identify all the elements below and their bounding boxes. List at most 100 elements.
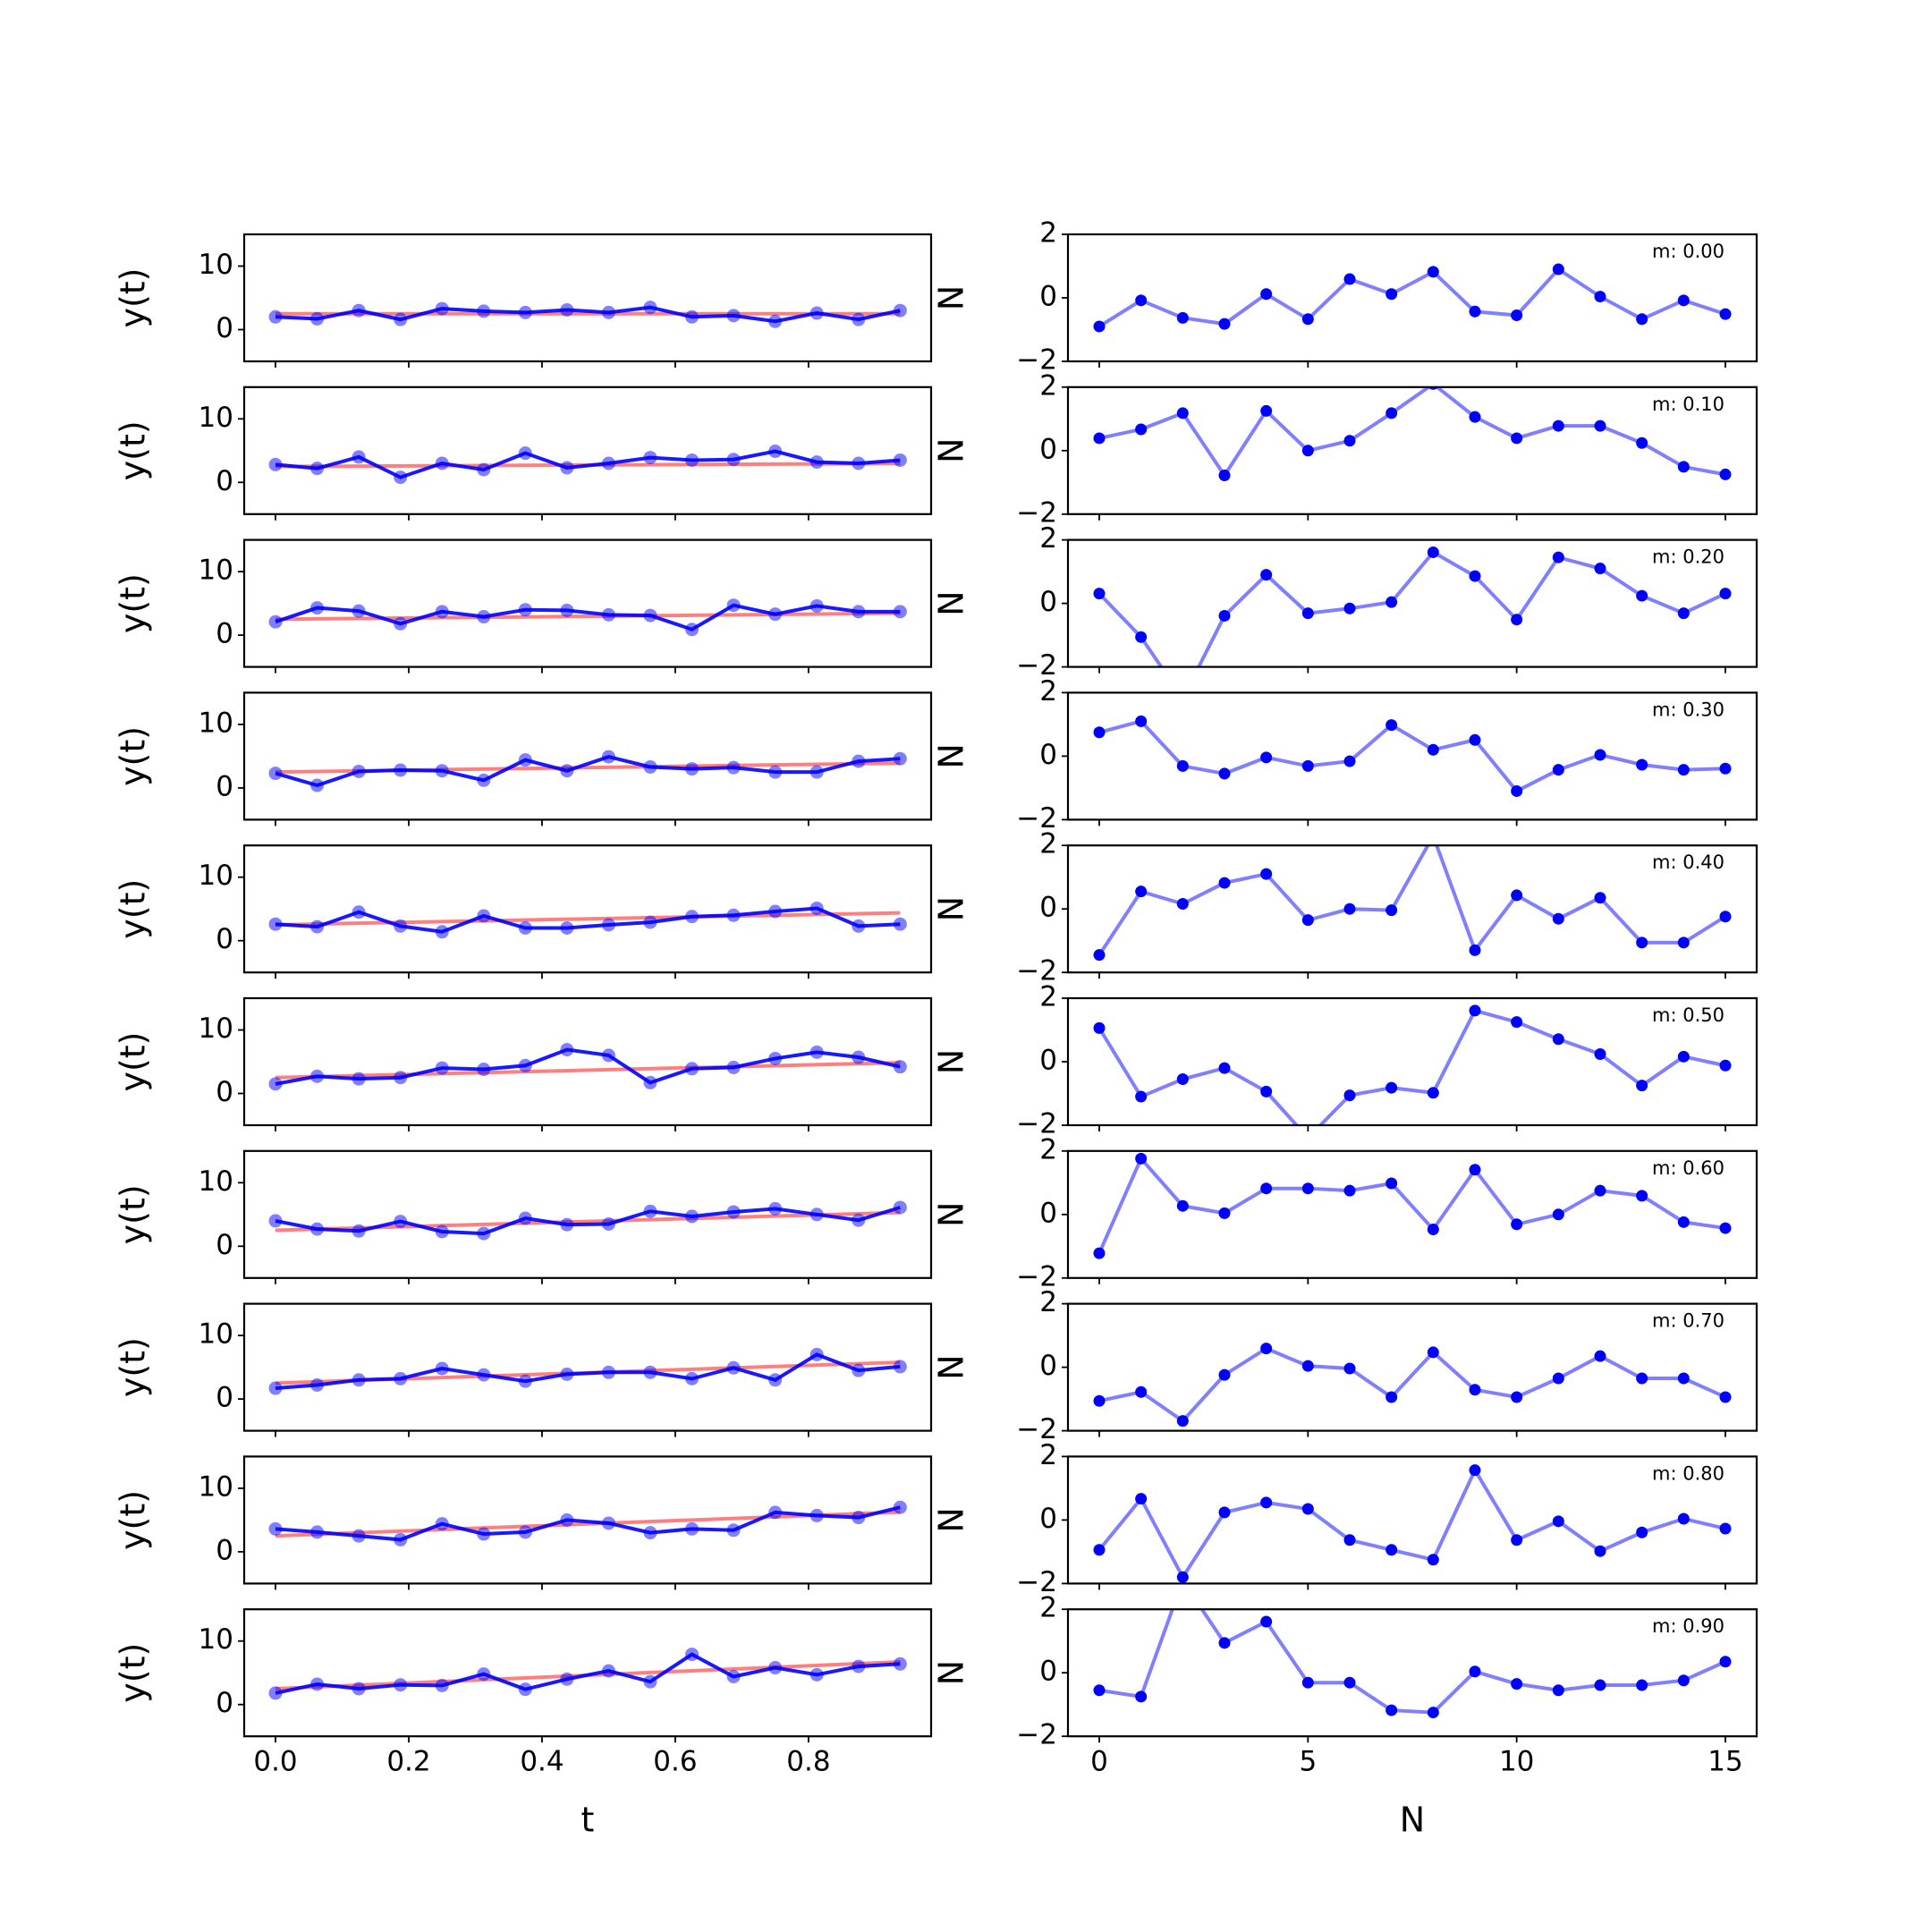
series-line — [275, 603, 901, 631]
point — [1552, 551, 1564, 564]
point — [1469, 411, 1481, 423]
series-line — [275, 305, 901, 324]
point — [310, 601, 325, 615]
point — [1093, 1544, 1106, 1556]
point — [893, 605, 907, 619]
point — [1135, 294, 1148, 307]
point — [893, 751, 907, 766]
annotation: m: 0.90 — [1652, 1615, 1724, 1637]
point — [1093, 432, 1106, 445]
y-tick-label: 0 — [1039, 1503, 1057, 1535]
x-tick-label: 0.2 — [386, 1746, 430, 1778]
point — [268, 309, 283, 324]
point — [518, 603, 532, 617]
point — [310, 1377, 325, 1392]
point — [809, 765, 824, 779]
point — [685, 1521, 699, 1536]
point — [685, 1062, 699, 1076]
y-tick-label: −2 — [1016, 802, 1057, 835]
point — [394, 1371, 408, 1385]
point — [435, 1224, 449, 1239]
point — [768, 607, 783, 622]
point — [394, 1215, 408, 1229]
point — [643, 759, 657, 774]
point — [601, 456, 615, 470]
point — [394, 919, 408, 933]
point — [809, 1508, 824, 1522]
point — [1636, 936, 1648, 949]
series-line — [1098, 719, 1726, 793]
point — [1552, 764, 1564, 776]
point — [352, 604, 366, 618]
point — [1176, 898, 1189, 911]
point — [268, 1686, 283, 1700]
point — [1343, 1089, 1356, 1102]
series-line — [1098, 386, 1726, 479]
y-tick-label: 10 — [199, 402, 233, 434]
point — [435, 605, 449, 619]
series-line — [275, 755, 901, 788]
point — [768, 445, 783, 459]
point — [1093, 588, 1106, 600]
point — [1093, 320, 1106, 333]
point — [1260, 751, 1273, 764]
point — [352, 764, 366, 778]
point — [1427, 1087, 1439, 1099]
x-tick-label: 5 — [1299, 1746, 1317, 1778]
point — [1552, 419, 1564, 432]
point — [1719, 1656, 1732, 1668]
point — [852, 1659, 866, 1674]
point — [394, 1071, 408, 1085]
point — [1343, 902, 1356, 915]
point — [1636, 436, 1648, 449]
y-tick-label: 10 — [199, 1165, 233, 1198]
point — [1511, 1678, 1523, 1690]
point — [268, 917, 283, 931]
series-line — [1097, 267, 1726, 328]
point — [1677, 936, 1690, 949]
y-tick-label: 0 — [216, 312, 233, 344]
point — [601, 1664, 615, 1678]
point — [643, 1365, 657, 1379]
point — [560, 921, 574, 935]
point — [726, 908, 741, 922]
series-line — [1098, 1346, 1726, 1424]
point — [477, 1226, 491, 1241]
series-line — [1097, 549, 1726, 667]
point — [1385, 719, 1398, 732]
point — [1511, 1218, 1523, 1231]
annotation: m: 0.60 — [1652, 1157, 1724, 1179]
point — [1135, 1090, 1148, 1103]
point — [1594, 563, 1606, 575]
point — [477, 304, 491, 318]
y-axis-label: N — [932, 1354, 971, 1379]
point — [893, 917, 907, 931]
point — [1218, 1506, 1231, 1519]
point — [1135, 423, 1148, 436]
series-line — [275, 1505, 901, 1542]
x-tick-label: 0.4 — [520, 1746, 564, 1778]
point — [435, 1517, 449, 1531]
y-tick-label: −2 — [1016, 1260, 1057, 1292]
point — [1260, 868, 1273, 880]
series-line — [275, 1061, 901, 1080]
point — [477, 610, 491, 624]
point — [518, 1374, 532, 1388]
y-tick-label: −2 — [1016, 955, 1057, 987]
point — [852, 754, 866, 768]
point — [768, 1373, 783, 1387]
y-tick-label: 0 — [216, 923, 233, 955]
series-line — [1098, 1609, 1726, 1715]
axes-frame — [242, 691, 933, 821]
point — [352, 905, 366, 919]
point — [560, 1043, 574, 1057]
point — [1302, 1132, 1314, 1144]
series-line — [1097, 1155, 1726, 1254]
y-tick-label: 10 — [199, 1470, 233, 1503]
point — [1218, 318, 1231, 330]
y-axis-label: y(t) — [114, 1031, 153, 1091]
point — [560, 1672, 574, 1686]
point — [1469, 1384, 1481, 1396]
point — [477, 909, 491, 923]
